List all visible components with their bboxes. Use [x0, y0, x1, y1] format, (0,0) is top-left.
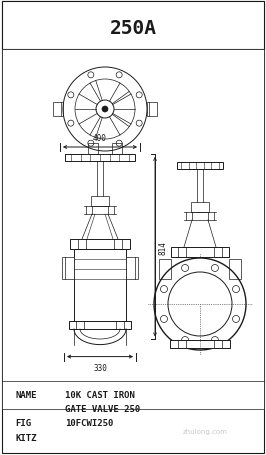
Circle shape	[102, 107, 108, 113]
Text: 10K CAST IRON: 10K CAST IRON	[65, 391, 135, 399]
Text: 10FCWI250: 10FCWI250	[65, 419, 113, 428]
Text: NAME: NAME	[15, 391, 36, 399]
Text: FIG: FIG	[15, 419, 31, 428]
Bar	[69, 321, 131, 329]
Bar	[88, 144, 98, 156]
Text: zhulong.com: zhulong.com	[182, 428, 227, 434]
Bar	[112, 144, 122, 156]
Bar	[126, 258, 138, 279]
Bar	[170, 340, 230, 348]
Bar	[65, 155, 135, 162]
Bar	[70, 239, 130, 249]
Bar	[53, 103, 63, 117]
Bar	[171, 248, 229, 258]
Bar	[2, 2, 264, 50]
Text: 400: 400	[93, 134, 107, 143]
Bar	[2, 50, 264, 409]
Text: 330: 330	[93, 363, 107, 372]
Bar	[177, 162, 223, 170]
Text: 814: 814	[159, 240, 168, 254]
Text: GATE VALVE 250: GATE VALVE 250	[65, 404, 140, 414]
Bar	[74, 249, 126, 321]
Text: 250A: 250A	[110, 19, 156, 37]
Bar	[191, 202, 209, 212]
Bar	[62, 258, 74, 279]
Circle shape	[154, 258, 246, 350]
Bar	[147, 103, 157, 117]
Text: KITZ: KITZ	[15, 434, 36, 443]
Bar	[229, 259, 241, 279]
Bar	[91, 197, 109, 207]
Bar	[159, 259, 171, 279]
